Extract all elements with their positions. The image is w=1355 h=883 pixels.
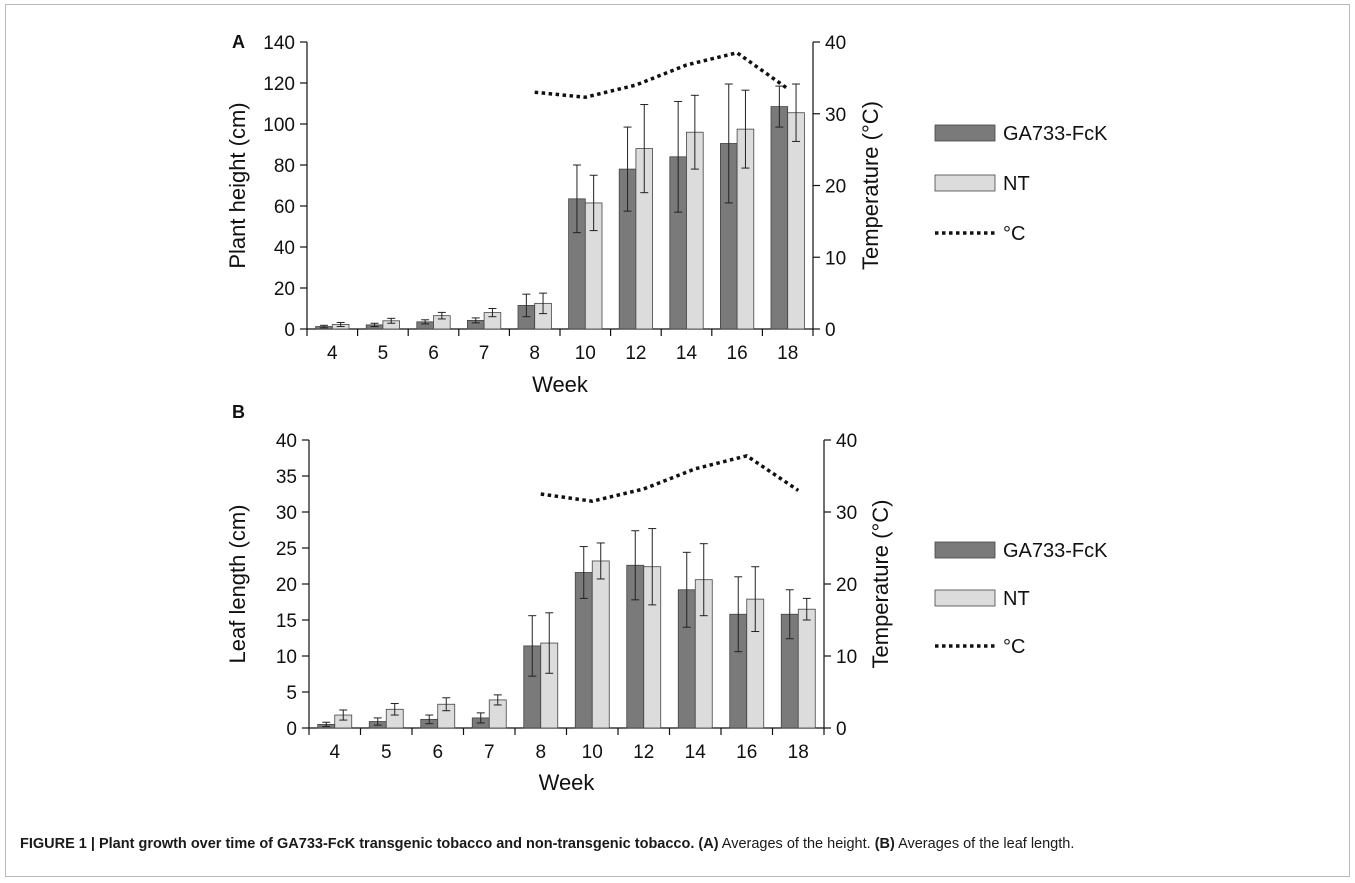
x-tick-label: 14: [685, 742, 707, 763]
y2-tick-label: 0: [836, 719, 847, 740]
caption-part-b-text: Averages of the leaf length.: [898, 836, 1075, 852]
legend-label: NT: [1003, 173, 1030, 195]
y-tick-label: 40: [276, 431, 297, 452]
x-axis-title: Week: [532, 372, 589, 397]
panel-letter: B: [232, 402, 245, 422]
y2-tick-label: 0: [825, 320, 836, 341]
bar-nt: [797, 608, 816, 729]
y-tick-label: 20: [276, 575, 297, 596]
y-tick-label: 0: [284, 320, 295, 341]
legend-label: °C: [1003, 223, 1025, 245]
chart-panel-b: B 0 5 10 15 20 25 30 35 40 0 10 20 30 40 4 5 6 7 8 10 12 14 16 1…: [225, 402, 1108, 795]
bar-nt: [787, 112, 805, 330]
legend-label: GA733-FcK: [1003, 540, 1108, 562]
y-tick-label: 60: [274, 197, 295, 218]
x-tick-label: 4: [329, 742, 340, 763]
y-tick-label: 15: [276, 611, 297, 632]
temperature-line: [534, 50, 789, 100]
y2-axis-title: Temperature (°C): [858, 101, 883, 270]
x-tick-label: 12: [625, 343, 646, 364]
y-tick-label: 20: [274, 279, 295, 300]
caption-figure-label: FIGURE 1 | Plant growth over time of GA7…: [20, 836, 695, 852]
y-tick-label: 25: [276, 539, 297, 560]
x-tick-label: 16: [727, 343, 748, 364]
x-tick-label: 7: [479, 343, 490, 364]
figure-caption: FIGURE 1 | Plant growth over time of GA7…: [20, 834, 1330, 854]
legend-swatch: [934, 124, 996, 142]
temperature-line: [540, 453, 800, 503]
caption-part-a-text: Averages of the height.: [721, 836, 871, 852]
x-tick-label: 6: [428, 343, 439, 364]
y-axis-title: Leaf length (cm): [225, 505, 250, 664]
legend-label: NT: [1003, 588, 1030, 610]
y2-tick-label: 10: [836, 647, 857, 668]
x-tick-label: 10: [582, 742, 603, 763]
x-tick-label: 18: [777, 343, 798, 364]
y-tick-label: 80: [274, 156, 295, 177]
x-tick-label: 4: [327, 343, 338, 364]
y2-tick-label: 40: [836, 431, 857, 452]
legend-swatch: [934, 541, 996, 559]
figure-frame: [5, 4, 1350, 877]
x-tick-label: 7: [484, 742, 495, 763]
y-tick-label: 30: [276, 503, 297, 524]
x-axis-title: Week: [539, 770, 596, 795]
y-tick-label: 100: [263, 115, 295, 136]
bar-nt: [591, 560, 610, 729]
y-tick-label: 40: [274, 238, 295, 259]
y-tick-label: 0: [286, 719, 297, 740]
legend-swatch: [934, 589, 996, 607]
y-tick-label: 35: [276, 467, 297, 488]
bar-ga733-fck: [770, 106, 789, 330]
y-tick-label: 10: [276, 647, 297, 668]
x-tick-label: 16: [736, 742, 757, 763]
caption-part-b-label: (B): [874, 836, 895, 852]
x-tick-label: 5: [381, 742, 392, 763]
y-tick-label: 120: [263, 74, 295, 95]
y2-tick-label: 20: [836, 575, 857, 596]
legend-label: GA733-FcK: [1003, 123, 1108, 145]
x-tick-label: 5: [378, 343, 389, 364]
y2-tick-label: 30: [836, 503, 857, 524]
y-axis-title: Plant height (cm): [225, 102, 250, 268]
y2-tick-label: 30: [825, 105, 846, 126]
y2-tick-label: 10: [825, 248, 846, 269]
x-tick-label: 8: [535, 742, 546, 763]
y-tick-label: 5: [286, 683, 297, 704]
x-tick-label: 6: [432, 742, 443, 763]
x-tick-label: 14: [676, 343, 698, 364]
y2-tick-label: 20: [825, 177, 846, 198]
y2-axis-title: Temperature (°C): [868, 500, 893, 669]
panel-letter: A: [232, 32, 245, 52]
x-tick-label: 12: [633, 742, 654, 763]
x-tick-label: 10: [575, 343, 596, 364]
legend-label: °C: [1003, 636, 1025, 658]
legend-swatch: [934, 174, 996, 192]
chart-panel-a: A 0 20 40 60 80 100 120 140 0 10 20 30 40 4 5 6 7 8 10 12 14 1…: [225, 32, 1108, 397]
y2-tick-label: 40: [825, 33, 846, 54]
caption-part-a-label: (A): [698, 836, 719, 852]
x-tick-label: 18: [788, 742, 809, 763]
x-tick-label: 8: [529, 343, 540, 364]
y-tick-label: 140: [263, 33, 295, 54]
